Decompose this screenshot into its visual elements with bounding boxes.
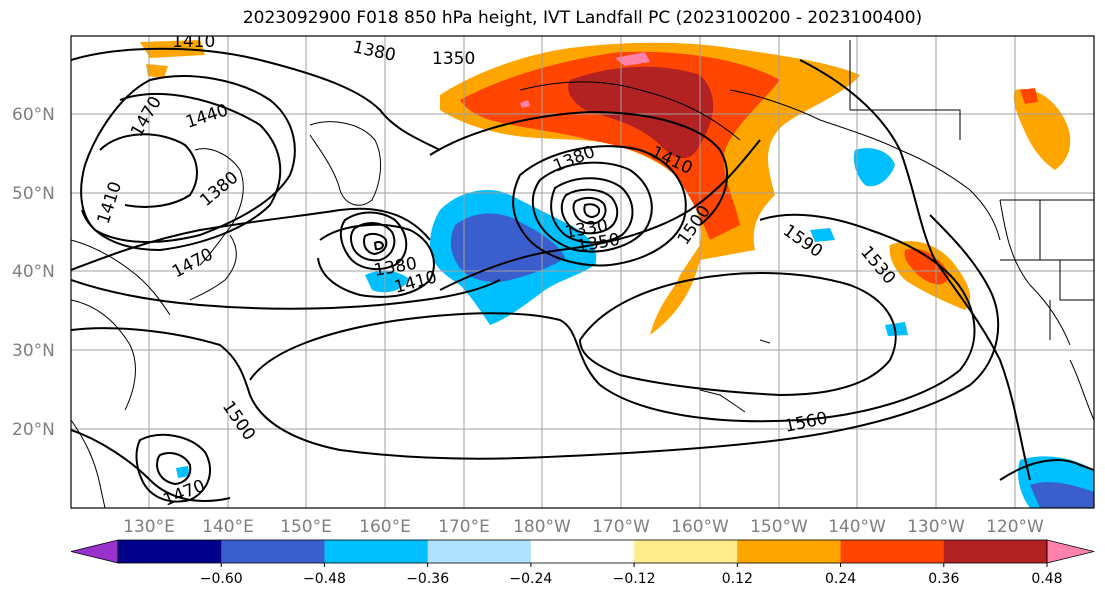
colorbar-extension-low — [70, 539, 119, 564]
colorbar-segment — [118, 540, 222, 563]
colorbar-tick-label: 0.48 — [1031, 571, 1062, 587]
coastlines — [71, 40, 1094, 508]
colorbar-tick-label: −0.12 — [613, 571, 656, 587]
colorbar-border — [117, 539, 1048, 564]
lon-label: 130°E — [123, 517, 175, 537]
lon-label: 180°W — [513, 517, 571, 537]
colorbar-tick-label: −0.60 — [200, 571, 243, 587]
latitude-labels: 60°N 50°N 40°N 30°N 20°N — [12, 105, 55, 440]
lat-label: 60°N — [12, 105, 55, 125]
height-contours — [71, 47, 1094, 503]
lon-label: 150°W — [750, 517, 808, 537]
map-frame — [70, 35, 1095, 509]
colorbar-tick-label: 0.36 — [928, 571, 959, 587]
colorbar-tick-label: 0.24 — [825, 571, 856, 587]
colorbar-extension-high — [1046, 539, 1095, 564]
lon-label: 140°E — [202, 517, 254, 537]
lon-label: 160°W — [671, 517, 729, 537]
colorbar-tick-label: −0.36 — [406, 571, 449, 587]
lon-label: 170°W — [592, 517, 650, 537]
lat-label: 30°N — [12, 341, 55, 361]
map-title: 2023092900 F018 850 hPa height, IVT Land… — [242, 8, 923, 28]
colorbar-segment — [943, 540, 1048, 563]
colorbar-segment — [840, 540, 945, 563]
colorbar-tick-labels: −0.60 −0.48 −0.36 −0.24 −0.12 0.12 0.24 0.36 0.4… — [200, 563, 1063, 587]
lon-label: 150°E — [280, 517, 332, 537]
lon-label: 140°W — [828, 517, 886, 537]
lon-label: 130°W — [907, 517, 965, 537]
colorbar-segment — [324, 540, 429, 563]
colorbar-segment — [530, 540, 635, 563]
contour-label: 1410 — [172, 32, 215, 52]
lon-label: 120°W — [986, 517, 1044, 537]
colorbar-segment — [427, 540, 532, 563]
colorbar-tick-label: −0.48 — [303, 571, 346, 587]
lat-label: 40°N — [12, 262, 55, 282]
colorbar-segment — [634, 540, 738, 563]
colorbar — [70, 539, 1095, 564]
lat-label: 20°N — [12, 420, 55, 440]
colorbar-tick-label: −0.24 — [509, 571, 552, 587]
colorbar-tick-label: 0.12 — [722, 571, 753, 587]
colorbar-segment — [737, 540, 842, 563]
colorbar-segment — [221, 540, 325, 563]
longitude-labels: 130°E 140°E 150°E 160°E 170°E 180°W 170°… — [123, 517, 1044, 537]
lat-label: 50°N — [12, 184, 55, 204]
lon-label: 170°E — [438, 517, 490, 537]
contour-label: 1350 — [432, 49, 475, 69]
lon-label: 160°E — [359, 517, 411, 537]
